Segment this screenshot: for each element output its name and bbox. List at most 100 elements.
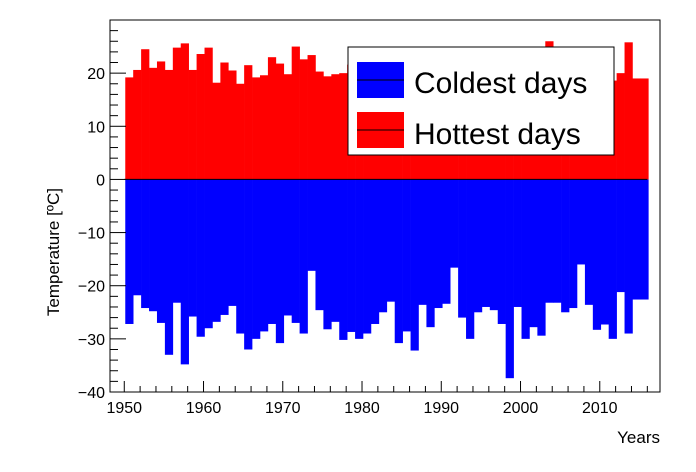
bar-hottest [624,42,633,180]
bar-coldest [275,179,285,344]
bar-hottest [259,75,269,180]
bar-coldest [339,179,348,340]
bar-coldest [600,179,609,325]
bar-coldest [521,179,530,339]
bar-hottest [156,61,166,180]
bar-hottest [172,47,182,180]
bar-hottest [267,57,277,180]
bar-coldest [505,179,514,379]
bar-hottest [228,70,237,180]
bar-coldest [616,179,625,293]
x-tick-label: 1970 [265,400,301,417]
bar-hottest [180,43,189,180]
bar-coldest [608,179,617,339]
bar-coldest [220,179,229,315]
bar-coldest [576,179,586,265]
bar-hottest [188,69,197,180]
bar-coldest [156,179,166,323]
bar-hottest [315,71,324,180]
bar-coldest [426,179,435,328]
bar-coldest [592,179,602,330]
bar-coldest [141,179,150,309]
bar-hottest [141,49,150,180]
bar-hottest [244,65,253,180]
bar-coldest [355,179,364,339]
bar-coldest [267,179,277,324]
y-tick-label: −20 [78,279,105,296]
bar-coldest [204,179,213,329]
y-tick-label: 10 [87,119,105,136]
bar-coldest [228,179,237,306]
bar-coldest [378,179,388,313]
bar-hottest [632,78,641,180]
bar-coldest [553,179,562,303]
bar-coldest [164,179,174,355]
bar-hottest [339,73,348,180]
bar-coldest [315,179,324,311]
bar-hottest [236,83,245,180]
bar-coldest [291,179,300,323]
y-tick-label: 20 [87,66,105,83]
bar-coldest [513,179,522,307]
legend-label-hottest: Hottest days [414,118,581,151]
bar-hottest [616,73,625,180]
bar-coldest [450,179,459,268]
y-tick-label: 0 [96,172,105,189]
bar-coldest [370,179,380,324]
bar-coldest [133,179,142,296]
bar-coldest [489,179,499,311]
bar-hottest [212,82,221,180]
bar-coldest [481,179,491,307]
bar-coldest [529,179,538,328]
bar-coldest [458,179,467,318]
bar-coldest [180,179,189,365]
x-tick-label: 1960 [186,400,222,417]
bar-coldest [569,179,578,309]
bar-hottest [204,47,213,180]
bar-coldest [236,179,245,334]
bar-coldest [299,179,308,334]
bar-coldest [584,179,594,305]
bar-coldest [363,179,372,334]
plot-frame [109,19,661,393]
x-tick-label: 1990 [423,400,459,417]
bar-coldest [497,179,506,324]
bar-coldest [331,179,340,322]
bar-coldest [172,179,182,303]
bar-hottest [125,77,134,180]
bar-hottest [283,74,292,180]
y-tick-label: −40 [78,385,105,402]
bar-coldest [212,179,221,322]
y-tick-label: −10 [78,226,105,243]
bar-coldest [537,179,546,336]
bar-hottest [275,63,285,180]
bar-coldest [410,179,419,351]
bar-coldest [307,179,316,271]
bar-coldest [125,179,134,324]
bar-coldest [323,179,332,330]
axes: −40 −30 −20 −10 0 10 20 1950 1960 1970 1980 1990 200… [78,19,661,417]
bar-coldest [244,179,253,350]
bar-hottest [220,62,229,180]
bar-hottest [133,69,142,180]
bar-hottest [331,74,340,180]
bar-coldest [640,179,649,300]
bar-coldest [347,179,356,332]
bar-coldest [394,179,403,344]
x-axis-title: Years [617,428,660,447]
bar-coldest [149,179,158,312]
bar-coldest [188,179,197,317]
bar-coldest [252,179,261,339]
bar-coldest [283,179,292,316]
legend: Coldest days Hottest days [347,46,615,156]
bar-coldest [402,179,411,332]
bar-hottest [299,59,308,180]
bar-hottest [196,54,205,180]
bar-coldest [561,179,570,313]
bar-coldest [196,179,205,337]
bar-coldest [466,179,475,339]
bar-coldest [434,179,443,309]
bar-coldest [632,179,641,300]
x-tick-label: 1950 [106,400,142,417]
